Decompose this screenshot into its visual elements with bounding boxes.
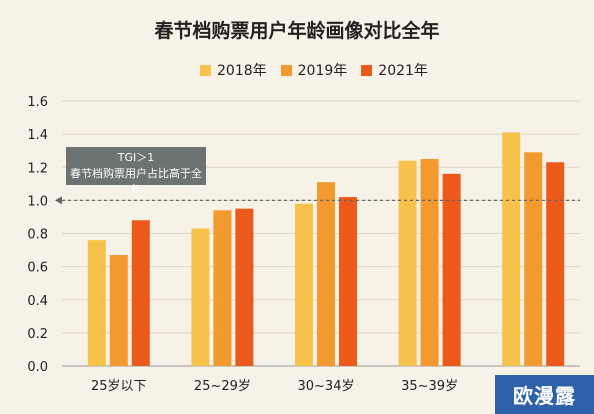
legend-swatch-2021 bbox=[361, 64, 373, 76]
bar bbox=[131, 220, 150, 366]
y-tick-label: 0.8 bbox=[27, 228, 48, 243]
bar bbox=[524, 152, 543, 366]
bar bbox=[502, 132, 521, 366]
x-category-label: 25岁以下 bbox=[91, 379, 147, 394]
x-category-label: 35~39岁 bbox=[401, 379, 458, 394]
bar bbox=[339, 197, 357, 366]
bar bbox=[109, 255, 128, 366]
bar bbox=[191, 228, 210, 366]
y-tick-label: 0.2 bbox=[27, 327, 48, 342]
legend-swatch-2018 bbox=[200, 64, 211, 76]
legend-label-2021: 2021年 bbox=[378, 63, 428, 79]
x-category-label: 30~34岁 bbox=[298, 379, 355, 394]
y-tick-label: 1.2 bbox=[27, 161, 48, 176]
y-tick-label: 1.0 bbox=[27, 194, 48, 209]
bar bbox=[442, 173, 461, 366]
bar bbox=[235, 208, 254, 366]
legend-item-2021: 2021年 bbox=[361, 60, 428, 80]
legend-item-2019: 2019年 bbox=[280, 60, 348, 80]
y-tick-label: 1.4 bbox=[27, 128, 48, 143]
x-category-label: 25~29岁 bbox=[194, 379, 251, 394]
bar bbox=[420, 158, 439, 366]
legend-swatch-2019 bbox=[280, 64, 292, 76]
bar bbox=[213, 210, 232, 366]
y-tick-label: 0.4 bbox=[27, 294, 48, 309]
bar bbox=[546, 162, 565, 366]
bar bbox=[87, 240, 106, 366]
y-tick-label: 0.0 bbox=[27, 360, 48, 375]
bar bbox=[317, 182, 335, 366]
tgi-callout: TGI＞1 春节档购票用户占比高于全年 bbox=[66, 147, 206, 196]
chart-title: 春节档购票用户年龄画像对比全年 bbox=[154, 20, 440, 42]
watermark-logo: 欧漫露 bbox=[495, 375, 594, 414]
legend-label-2019: 2019年 bbox=[297, 63, 348, 79]
legend-label-2018: 2018年 bbox=[217, 63, 267, 79]
callout-line2: 春节档购票用户占比高于全年 bbox=[70, 167, 202, 196]
bar bbox=[398, 160, 417, 366]
legend-item-2018: 2018年 bbox=[200, 60, 267, 80]
bar bbox=[295, 203, 313, 366]
callout-line1: TGI＞1 bbox=[117, 151, 155, 164]
y-tick-label: 1.6 bbox=[27, 95, 48, 110]
y-tick-label: 0.6 bbox=[27, 261, 48, 276]
legend: 2018年 2019年 2021年 bbox=[200, 60, 428, 80]
reference-arrow bbox=[55, 196, 62, 205]
